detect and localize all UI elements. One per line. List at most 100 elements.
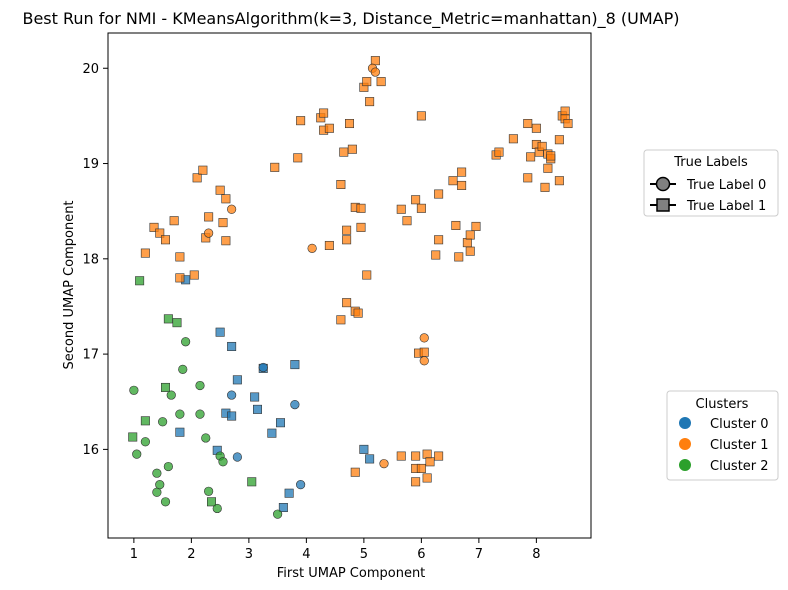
- data-point-square: [471, 221, 481, 231]
- data-point-square: [207, 497, 217, 507]
- y-tick-label: 17: [82, 348, 99, 363]
- data-point-circle: [140, 437, 150, 447]
- data-point-circle: [204, 486, 214, 496]
- data-point-square: [347, 144, 357, 154]
- data-point-square: [267, 428, 277, 438]
- data-point-square: [396, 451, 406, 461]
- legend-entry-label: Cluster 1: [710, 438, 769, 453]
- data-point-square: [275, 418, 285, 428]
- data-point-square: [353, 308, 363, 318]
- data-point-square: [250, 392, 260, 402]
- data-point-square: [411, 195, 421, 205]
- data-point-square: [422, 473, 432, 483]
- data-point-square: [402, 216, 412, 226]
- x-axis-label: First UMAP Component: [277, 566, 426, 581]
- data-point-circle: [181, 337, 191, 347]
- data-point-square: [350, 467, 360, 477]
- data-point-square: [192, 173, 202, 183]
- data-point-square: [419, 347, 429, 357]
- data-point-square: [554, 176, 564, 186]
- legend-marker-square: [656, 198, 670, 212]
- data-point-square: [140, 248, 150, 258]
- x-tick-label: 4: [302, 547, 310, 562]
- data-point-square: [336, 315, 346, 325]
- data-point-square: [296, 116, 306, 126]
- data-point-square: [278, 503, 288, 513]
- data-point-circle: [163, 461, 173, 472]
- data-point-square: [416, 111, 426, 121]
- legend-entry-label: True Label 0: [686, 178, 766, 193]
- data-point-square: [457, 180, 467, 190]
- data-point-circle: [175, 409, 185, 419]
- data-point-square: [396, 204, 406, 214]
- legend-marker-cluster-1: [679, 438, 691, 450]
- data-point-square: [227, 341, 237, 351]
- data-point-circle: [152, 487, 162, 497]
- data-point-circle: [379, 459, 389, 469]
- data-point-square: [465, 230, 475, 240]
- data-point-square: [215, 185, 225, 195]
- data-point-square: [175, 252, 185, 262]
- data-point-circle: [155, 480, 165, 490]
- data-point-circle: [166, 390, 176, 400]
- data-point-circle: [201, 433, 211, 443]
- data-point-square: [362, 270, 372, 280]
- data-point-square: [189, 270, 199, 280]
- legend-title: Clusters: [696, 397, 749, 412]
- data-point-circle: [296, 480, 306, 490]
- data-point-square: [221, 194, 231, 204]
- y-tick-label: 18: [82, 252, 99, 267]
- data-point-square: [161, 235, 171, 245]
- data-point-square: [359, 444, 369, 454]
- data-point-square: [247, 477, 257, 487]
- legend-marker-circle: [655, 176, 671, 192]
- data-point-square: [232, 375, 242, 385]
- legend-marker-cluster-2: [679, 459, 691, 471]
- data-point-square: [149, 222, 159, 232]
- data-point-square: [425, 457, 435, 467]
- data-point-square: [537, 141, 547, 151]
- data-point-circle: [152, 468, 162, 478]
- y-tick-label: 20: [82, 62, 99, 77]
- data-point-square: [227, 411, 237, 421]
- data-points: [128, 56, 573, 519]
- data-point-square: [422, 449, 432, 459]
- data-point-square: [526, 152, 536, 162]
- legend-frame: [666, 390, 779, 481]
- data-point-circle: [212, 503, 222, 514]
- data-point-circle: [178, 364, 188, 374]
- data-point-square: [523, 119, 533, 129]
- data-point-square: [540, 182, 550, 192]
- data-point-circle: [290, 400, 300, 410]
- data-point-circle: [204, 228, 214, 238]
- data-point-circle: [195, 380, 205, 391]
- data-point-circle: [232, 452, 242, 462]
- data-point-square: [411, 477, 421, 487]
- data-point-square: [523, 173, 533, 183]
- data-point-square: [155, 228, 165, 238]
- data-point-square: [319, 108, 329, 118]
- y-axis-label: Second UMAP Component: [62, 200, 77, 369]
- data-point-square: [342, 235, 352, 245]
- legend-true-labels: True Labels True Label 0 True Label 1: [643, 149, 779, 217]
- data-point-circle: [160, 497, 171, 507]
- data-point-circle: [307, 243, 317, 253]
- data-point-square: [336, 180, 346, 190]
- x-tick-label: 1: [130, 547, 138, 562]
- data-point-circle: [195, 409, 205, 419]
- data-point-square: [163, 314, 173, 324]
- data-point-square: [465, 246, 475, 256]
- data-point-square: [290, 360, 300, 370]
- y-axis: 16 17 18 19 20: [82, 62, 108, 458]
- data-point-square: [434, 235, 444, 245]
- x-axis: 1 2 3 4 5 6 7 8: [130, 538, 541, 562]
- data-point-square: [431, 250, 441, 260]
- data-point-square: [508, 134, 518, 144]
- data-point-circle: [218, 457, 228, 467]
- data-point-circle: [132, 449, 142, 459]
- data-point-square: [344, 119, 354, 129]
- y-tick-label: 16: [82, 443, 99, 458]
- data-point-square: [543, 163, 553, 173]
- data-point-square: [356, 203, 366, 213]
